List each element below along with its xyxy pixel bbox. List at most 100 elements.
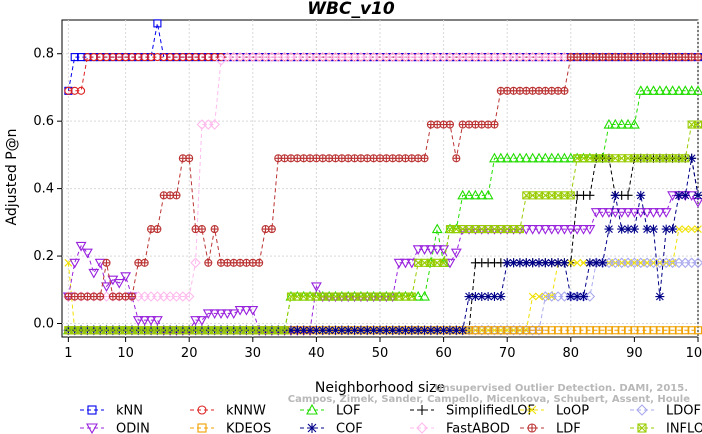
marker-circle — [178, 53, 187, 62]
marker-triangle-up — [495, 152, 507, 163]
marker-asterisk-box — [318, 292, 327, 301]
marker-star — [362, 325, 372, 335]
marker-triangle-down — [590, 208, 602, 218]
marker-diamond — [636, 404, 648, 416]
marker-x — [528, 292, 537, 301]
marker-diamond — [190, 257, 201, 269]
marker-star — [540, 258, 550, 268]
marker-triangle-down — [94, 258, 106, 269]
marker-asterisk-box — [541, 191, 550, 200]
marker-triangle-down — [113, 278, 125, 289]
marker-circle — [401, 53, 410, 62]
series-cof — [63, 153, 702, 335]
marker-triangle-down — [444, 258, 456, 269]
marker-square — [579, 326, 588, 335]
marker-circle-plus-cross — [446, 121, 454, 129]
marker-triangle-up — [686, 85, 698, 95]
marker-star — [426, 325, 436, 335]
marker-star — [369, 325, 379, 335]
marker-diamond — [584, 291, 596, 302]
marker-asterisk-box — [325, 292, 334, 301]
marker-star — [566, 292, 576, 302]
marker-diamond — [416, 422, 428, 434]
marker-asterisk-box — [401, 292, 410, 301]
marker-star — [585, 258, 595, 268]
marker-star — [330, 325, 340, 335]
marker-asterisk-box — [280, 326, 289, 335]
marker-asterisk-box — [261, 326, 270, 335]
marker-asterisk-box — [185, 326, 194, 335]
y-tick-label: 0.8 — [33, 47, 54, 62]
marker-circle — [64, 86, 73, 95]
x-tick-label: 60 — [435, 346, 452, 361]
marker-circle — [280, 53, 289, 62]
marker-circle — [166, 53, 175, 62]
marker-asterisk-box-cross — [681, 154, 690, 163]
legend-item-knnw: kNNW — [190, 404, 266, 419]
marker-asterisk-box — [312, 292, 321, 301]
marker-circle — [121, 53, 130, 62]
marker-asterisk-box — [617, 154, 626, 163]
marker-triangle-up — [539, 152, 551, 163]
marker-asterisk-box — [573, 154, 582, 163]
credit-line-1: Unsupervised Outlier Detection. DAMI, 20… — [434, 383, 688, 394]
marker-asterisk-box — [77, 326, 86, 335]
marker-circle — [477, 53, 486, 62]
marker-square — [477, 326, 486, 335]
marker-asterisk-box — [108, 326, 117, 335]
marker-asterisk-box — [146, 326, 156, 335]
marker-triangle-down — [419, 245, 430, 255]
marker-circle — [274, 53, 283, 62]
marker-asterisk-box — [458, 225, 467, 234]
marker-circle-plus-cross — [153, 225, 161, 233]
legend-label: KDEOS — [226, 422, 271, 434]
marker-circle — [146, 53, 156, 62]
legend-label: ODIN — [116, 422, 150, 434]
marker-asterisk-box-cross — [439, 258, 448, 267]
marker-star — [642, 224, 652, 234]
marker-circle — [464, 53, 474, 62]
legend-label: COF — [336, 422, 363, 434]
marker-square — [687, 326, 696, 335]
marker-triangle-up — [616, 118, 628, 129]
marker-triangle-down — [228, 309, 240, 320]
marker-square — [509, 326, 518, 335]
marker-star — [483, 292, 493, 302]
marker-square — [153, 19, 162, 28]
marker-asterisk-box — [96, 326, 105, 335]
marker-star — [687, 153, 697, 163]
marker-square — [623, 326, 633, 335]
marker-asterisk-box — [153, 326, 162, 335]
series-layer — [62, 19, 702, 336]
marker-triangle-up — [667, 85, 679, 95]
marker-star — [547, 258, 557, 268]
marker-asterisk-box — [255, 326, 264, 335]
marker-diamond — [692, 257, 702, 269]
marker-asterisk-box — [490, 225, 499, 234]
marker-triangle-down — [101, 282, 112, 293]
marker-asterisk-box — [337, 292, 346, 301]
marker-triangle-down — [75, 241, 87, 252]
marker-triangle-up — [635, 85, 647, 95]
marker-triangle-down — [81, 248, 93, 259]
legend-item-ldof: LDOF — [630, 404, 701, 419]
marker-triangle-down — [533, 225, 545, 235]
marker-triangle-up — [306, 403, 318, 415]
series-line-loop — [67, 228, 698, 331]
marker-circle — [210, 53, 219, 62]
marker-asterisk-box — [439, 258, 448, 267]
marker-circle — [547, 53, 556, 62]
marker-triangle-down — [641, 208, 653, 218]
marker-star — [311, 325, 321, 335]
marker-star — [629, 224, 639, 234]
marker-triangle-up — [482, 189, 494, 200]
marker-triangle-down — [399, 258, 411, 269]
marker-asterisk-box — [687, 120, 696, 129]
legend-item-fastabod: FastABOD — [410, 422, 510, 434]
marker-asterisk-box-cross — [516, 225, 524, 233]
marker-triangle-down — [69, 258, 81, 269]
marker-asterisk-box — [70, 326, 79, 335]
legend-label: LoOP — [556, 404, 589, 419]
